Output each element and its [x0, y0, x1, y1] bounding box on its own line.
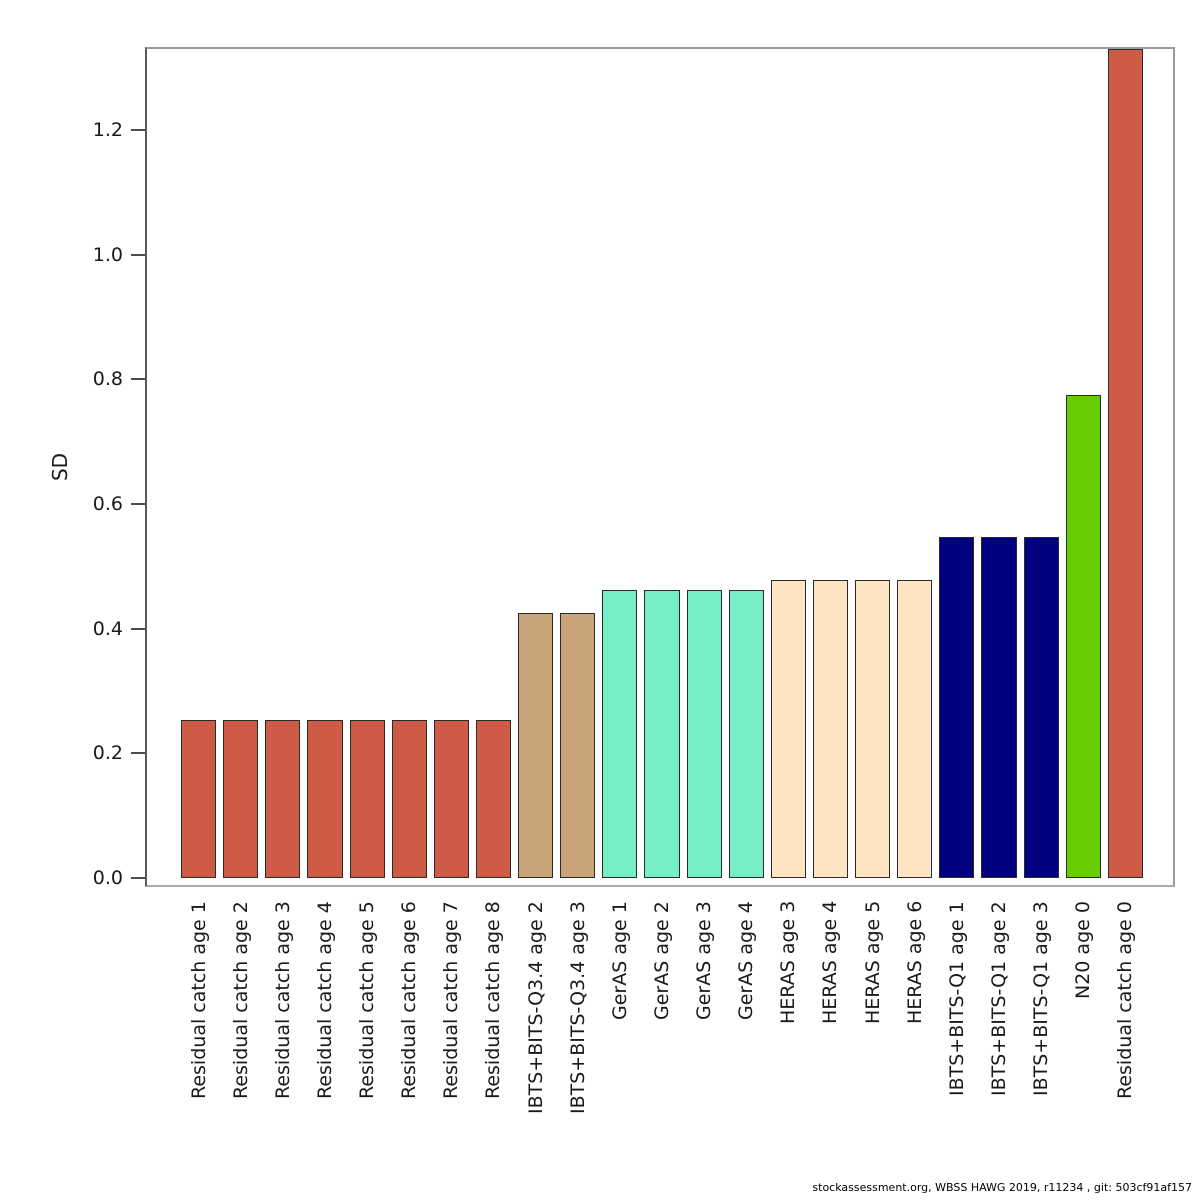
x-axis-label-cell: Residual catch age 7: [434, 901, 469, 1151]
x-axis-label-cell: Residual catch age 4: [307, 901, 342, 1151]
y-axis-tick: [131, 877, 145, 879]
bar: [897, 580, 933, 878]
x-axis-label-cell: Residual catch age 5: [350, 901, 385, 1151]
x-axis-label: IBTS+BITS-Q3.4 age 2: [524, 901, 547, 1114]
footer-attribution: stockassessment.org, WBSS HAWG 2019, r11…: [812, 1181, 1192, 1194]
y-axis-tick-label: 0.8: [92, 368, 123, 391]
y-axis-tick-label: 1.2: [92, 119, 123, 141]
x-axis-label: GerAS age 2: [650, 901, 673, 1020]
bar: [223, 720, 259, 878]
bars-container: [147, 49, 1173, 878]
x-axis-label-cell: IBTS+BITS-Q1 age 2: [981, 901, 1016, 1151]
x-axis-label: GerAS age 1: [608, 901, 631, 1020]
bar: [181, 720, 217, 878]
y-axis-tick-label: 0.4: [92, 617, 123, 640]
y-axis-tick: [131, 129, 145, 131]
x-axis-label-cell: Residual catch age 1: [181, 901, 216, 1151]
x-axis-label: Residual catch age 7: [440, 901, 463, 1099]
y-axis-tick-label: 0.0: [92, 867, 123, 889]
bar: [307, 720, 343, 878]
bar: [981, 537, 1017, 878]
x-axis-label-cell: IBTS+BITS-Q1 age 1: [939, 901, 974, 1151]
x-axis-label: Residual catch age 1: [187, 901, 210, 1099]
x-axis-label: HERAS age 6: [903, 901, 926, 1025]
x-axis-label-cell: IBTS+BITS-Q3.4 age 2: [518, 901, 553, 1151]
x-axis-label-cell: Residual catch age 8: [476, 901, 511, 1151]
x-axis-label-cell: IBTS+BITS-Q3.4 age 3: [560, 901, 595, 1151]
x-axis-label-cell: HERAS age 3: [771, 901, 806, 1151]
bar: [265, 720, 301, 878]
bar: [560, 613, 596, 878]
x-axis-label-cell: Residual catch age 2: [223, 901, 258, 1151]
bar: [518, 613, 554, 878]
y-axis-tick: [131, 253, 145, 256]
x-axis-label-cell: GerAS age 4: [729, 901, 764, 1151]
x-axis-label-cell: HERAS age 4: [813, 901, 848, 1151]
x-axis-label: Residual catch age 0: [1114, 901, 1137, 1099]
x-axis-label: Residual catch age 3: [271, 901, 294, 1099]
bar: [855, 580, 891, 878]
bar: [686, 590, 722, 878]
y-axis-tick-label: 0.2: [92, 742, 123, 765]
y-axis-tick: [131, 378, 145, 381]
x-axis-label: Residual catch age 6: [398, 901, 421, 1099]
x-axis-label: GerAS age 4: [735, 901, 758, 1020]
y-axis-tick-label: 1.0: [92, 243, 123, 266]
x-axis-label-cell: HERAS age 5: [855, 901, 890, 1151]
bar: [349, 720, 385, 878]
x-axis-label: Residual catch age 4: [313, 901, 336, 1099]
x-axis-label: Residual catch age 8: [482, 901, 505, 1099]
x-axis-label: HERAS age 4: [819, 901, 842, 1025]
x-axis-label: N20 age 0: [1072, 901, 1095, 999]
y-axis-title: SD: [48, 452, 72, 482]
x-axis-label-cell: Residual catch age 0: [1108, 901, 1143, 1151]
x-axis-label: HERAS age 5: [861, 901, 884, 1025]
bar: [1065, 394, 1101, 878]
x-axis-label-cell: Residual catch age 3: [265, 901, 300, 1151]
bar: [728, 590, 764, 878]
x-axis-label: IBTS+BITS-Q1 age 1: [945, 901, 968, 1096]
bar: [602, 590, 638, 878]
x-axis-label-cell: GerAS age 1: [602, 901, 637, 1151]
x-axis-label: Residual catch age 2: [229, 901, 252, 1099]
bar: [770, 580, 806, 878]
x-axis-label: GerAS age 3: [693, 901, 716, 1020]
x-axis-labels: Residual catch age 1 Residual catch age 2…: [147, 901, 1173, 1151]
bar: [475, 720, 511, 878]
x-axis-label: Residual catch age 5: [356, 901, 379, 1099]
x-axis-label: IBTS+BITS-Q3.4 age 3: [566, 901, 589, 1114]
y-axis-tick: [131, 627, 145, 630]
x-axis-label-cell: HERAS age 6: [897, 901, 932, 1151]
x-axis-label: IBTS+BITS-Q1 age 3: [1030, 901, 1053, 1096]
plot-area: 0.0 0.2 0.4 0.6 0.8 1.0 1.2: [93, 47, 1175, 889]
x-axis-label: IBTS+BITS-Q1 age 2: [987, 901, 1010, 1096]
y-axis-tick: [131, 752, 145, 755]
x-axis-label-cell: GerAS age 2: [644, 901, 679, 1151]
x-axis-label-cell: Residual catch age 6: [392, 901, 427, 1151]
x-axis-label: HERAS age 3: [777, 901, 800, 1025]
bar: [433, 720, 469, 878]
x-axis-label-cell: IBTS+BITS-Q1 age 3: [1024, 901, 1059, 1151]
bar: [391, 720, 427, 878]
x-axis-label-cell: GerAS age 3: [687, 901, 722, 1151]
bar: [644, 590, 680, 878]
bar: [812, 580, 848, 878]
bar: [1107, 49, 1143, 878]
y-axis-tick-label: 0.6: [92, 493, 123, 515]
x-axis-label-cell: N20 age 0: [1066, 901, 1101, 1151]
bar: [1023, 537, 1059, 878]
y-axis-tick: [131, 503, 145, 505]
bar: [939, 537, 975, 878]
